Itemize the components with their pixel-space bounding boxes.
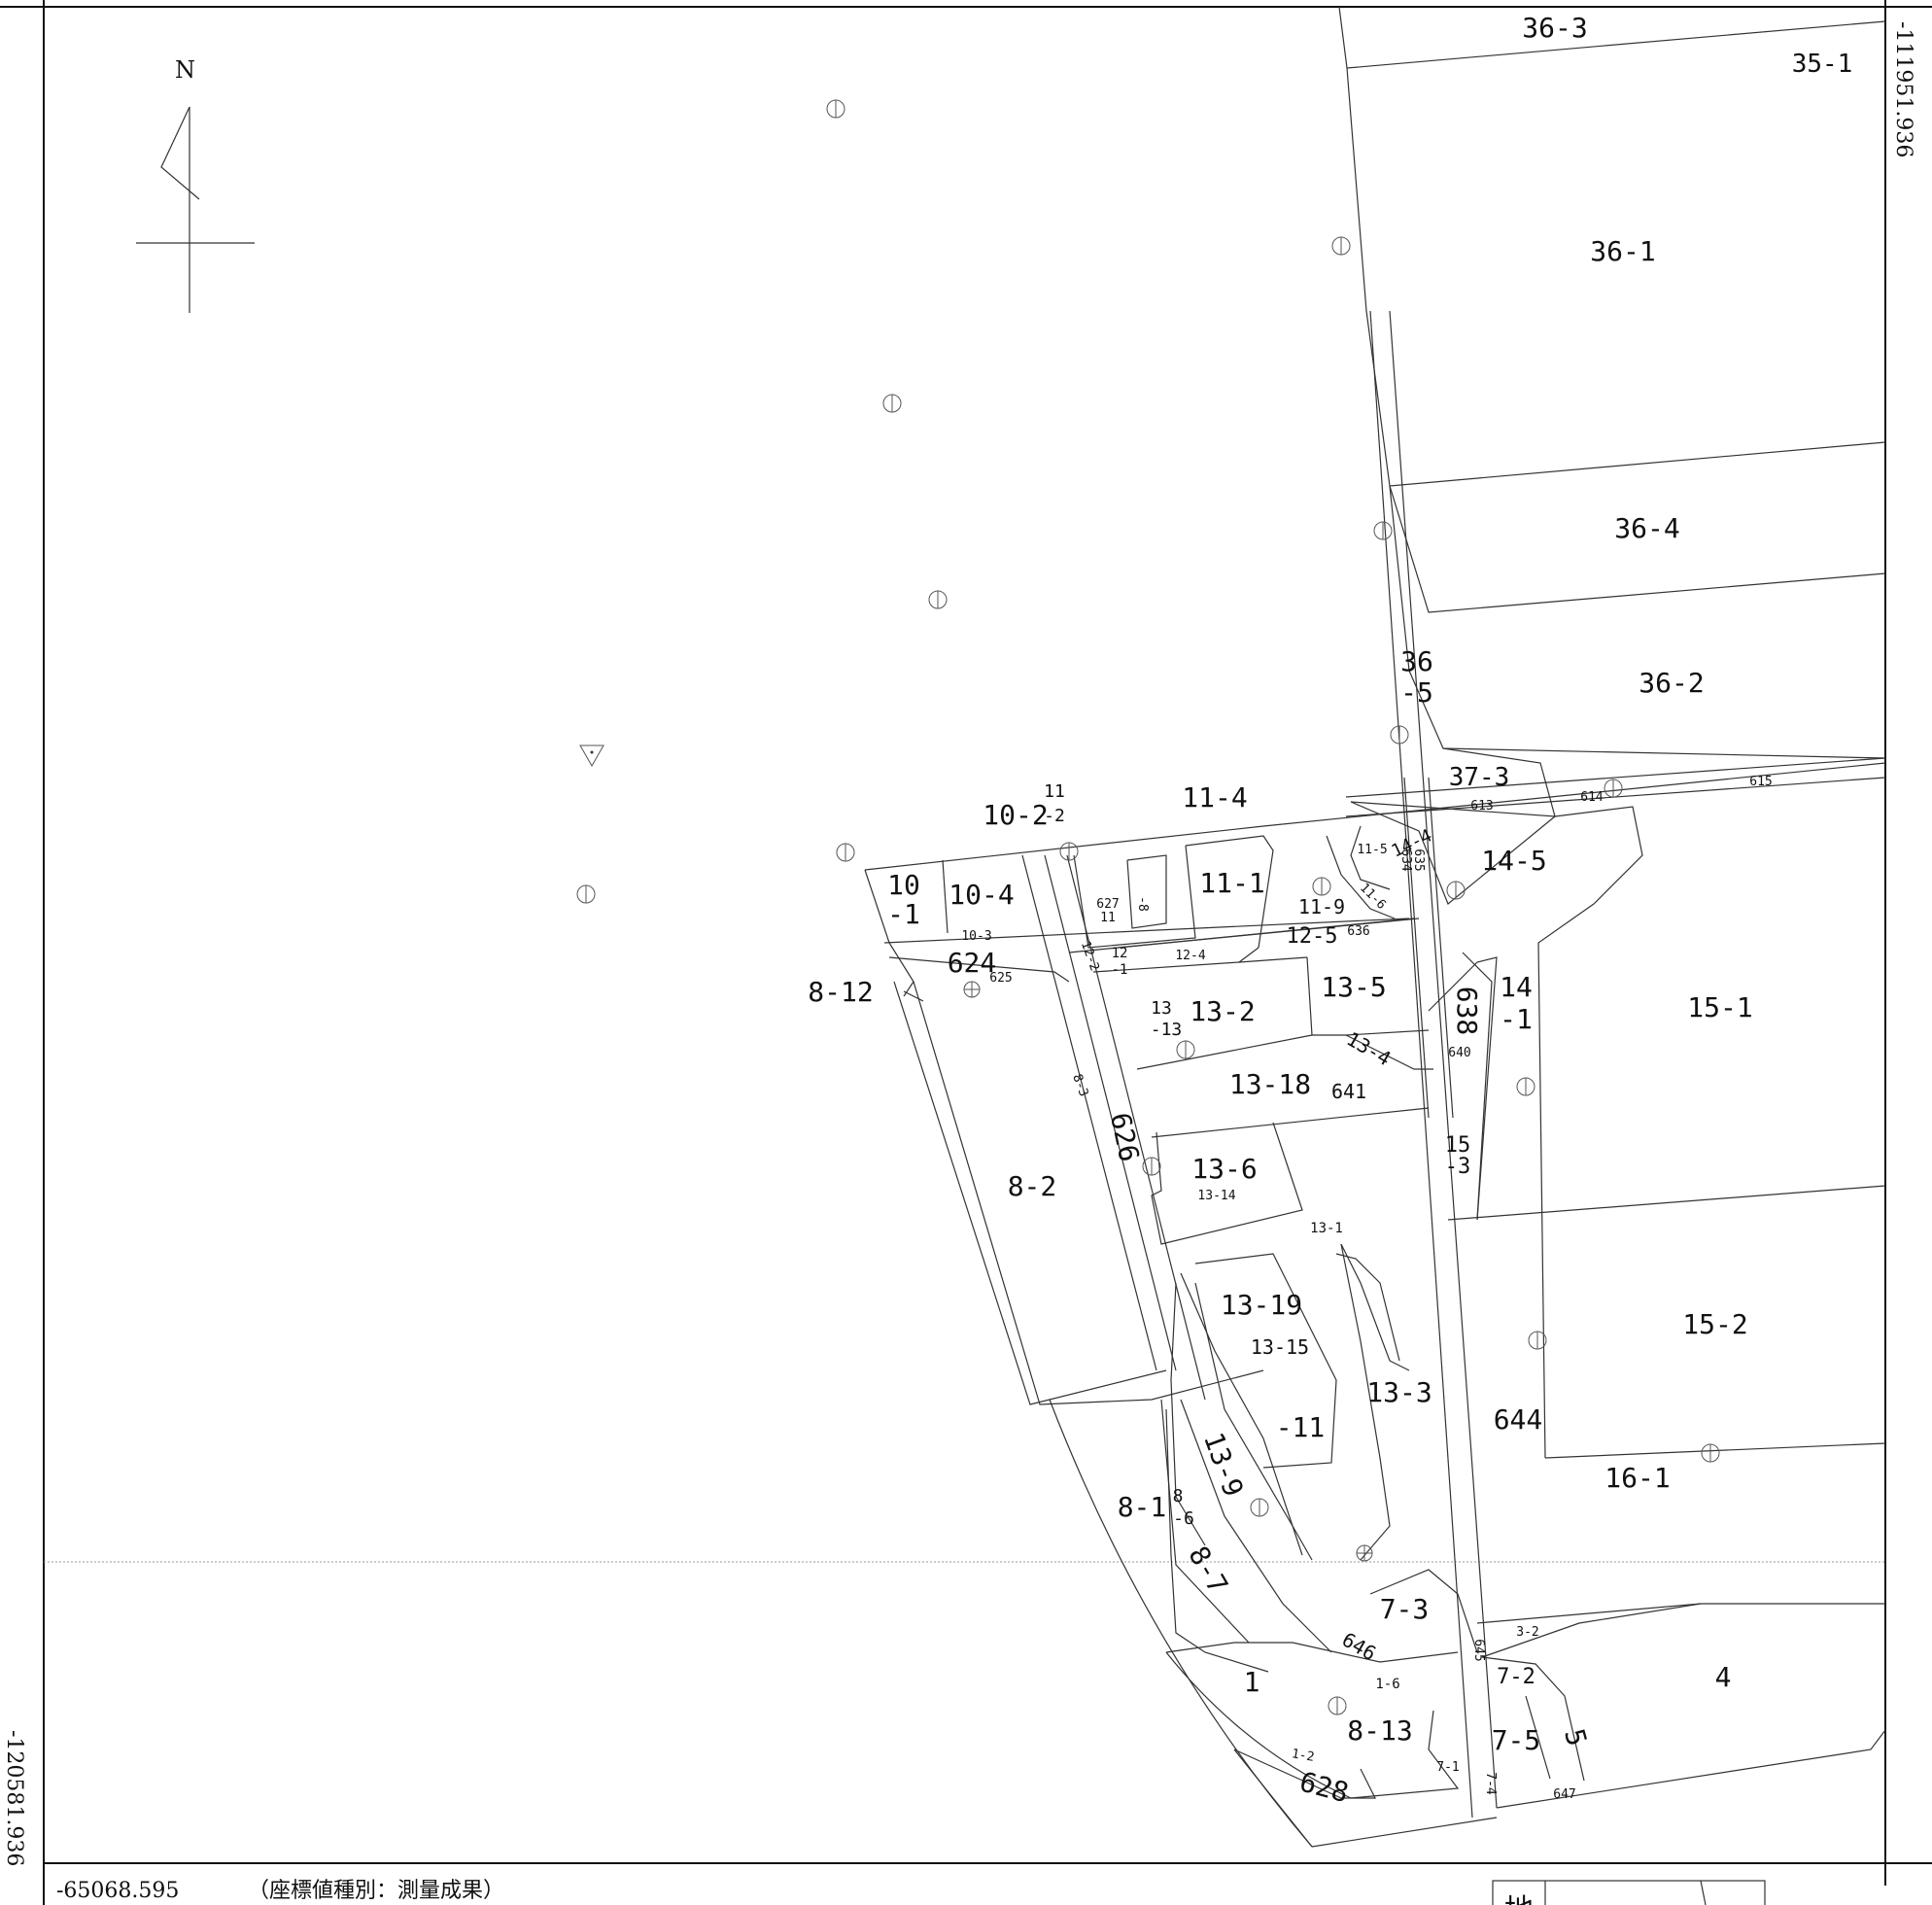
parcel-label: 11 (1100, 911, 1116, 925)
parcel-label: 7-2 (1497, 1665, 1535, 1689)
parcel-label: -3 (1445, 1155, 1471, 1179)
parcel-label: 7-3 (1380, 1593, 1430, 1625)
parcel-label: 11-5 (1357, 843, 1387, 857)
parcel-label: 624 (948, 947, 997, 979)
parcel-label: 36-4 (1614, 512, 1679, 544)
parcel-label: 640 (1448, 1046, 1470, 1060)
parcel-label: 1-2 (1291, 1747, 1316, 1765)
parcel-label: -13 (1151, 1020, 1183, 1040)
parcel-label: 625 (989, 971, 1012, 986)
parcel-label: 36-2 (1639, 667, 1704, 699)
parcel-label: 8-1 (1118, 1491, 1167, 1523)
parcel-labels: 36-335-136-136-436-5 36-237-361361461511-… (0, 0, 1852, 1809)
parcel-label: 636 (1347, 924, 1369, 939)
parcel-label: 7-4 (1483, 1772, 1498, 1795)
parcel-label: 10-4 (949, 879, 1014, 911)
parcel-label: 8 (1173, 1486, 1184, 1507)
coord-left: -120581.936 (2, 1730, 26, 1866)
parcel-label: 13-3 (1366, 1376, 1432, 1408)
parcel-label: 13-14 (1197, 1189, 1235, 1203)
parcel-label: 1 (1244, 1666, 1260, 1698)
parcel-boundaries (864, 6, 1886, 1848)
parcel-label: -8 (1135, 896, 1150, 912)
parcel-label: 13-2 (1190, 995, 1255, 1027)
parcel-label: 7-5 (1492, 1724, 1541, 1756)
parcel-label: 5 (1558, 1725, 1593, 1749)
parcel-label: -11 (1276, 1411, 1326, 1443)
parcel-label: 11-4 (1182, 781, 1247, 814)
parcel-label: 36-1 (1590, 235, 1655, 267)
parcel-label: -5 (1400, 676, 1433, 709)
parcel-label: 626 (1104, 1110, 1146, 1164)
parcel-label: 36 (1400, 645, 1433, 677)
parcel-label: 644 (1494, 1403, 1543, 1436)
parcel-label: 13 (1151, 998, 1172, 1019)
parcel-label: 15 (1445, 1133, 1471, 1158)
parcel-label: 627 (1096, 897, 1119, 912)
parcel-label: 36-3 (1522, 12, 1587, 44)
parcel-label: -1 (1500, 1003, 1533, 1035)
benchmark-markers (576, 99, 1720, 1715)
parcel-label: 641 (1331, 1080, 1366, 1103)
parcel-label: 7-1 (1436, 1760, 1459, 1775)
parcel-label: 37-3 (1449, 763, 1510, 792)
parcel-label: 615 (1749, 775, 1772, 789)
parcel-label: 4 (1715, 1661, 1732, 1693)
parcel-label: 13-15 (1251, 1335, 1309, 1359)
parcel-label: 35-1 (1792, 50, 1853, 79)
parcel-label: 13-18 (1229, 1068, 1311, 1100)
parcel-label: 12 (1112, 946, 1128, 961)
parcel-label: 12-5 (1287, 924, 1338, 949)
parcel-label: 628 (1296, 1765, 1352, 1809)
parcel-label: 1-6 (1375, 1677, 1399, 1692)
parcel-label: 645 (1471, 1639, 1486, 1661)
parcel-label: 3-2 (1516, 1625, 1538, 1640)
parcel-label: 8-2 (1008, 1170, 1057, 1202)
parcel-label: 638 (1451, 987, 1483, 1036)
parcel-label: 8-7 (1182, 1541, 1234, 1599)
parcel-label: 13-19 (1221, 1289, 1302, 1321)
parcel-label: 646 (1338, 1628, 1380, 1666)
parcel-label: 13-6 (1191, 1153, 1257, 1185)
north-arrow-icon (136, 106, 255, 313)
parcel-label: 11-9 (1298, 895, 1345, 918)
legend-char: 地 (1504, 1893, 1534, 1905)
parcel-label: 11 (1044, 781, 1065, 802)
parcel-label: 11-6 (1357, 881, 1389, 913)
parcel-label: 14 (1500, 971, 1533, 1003)
coord-type-label: （座標値種別：測量成果） (248, 1879, 504, 1903)
parcel-label: 8-13 (1347, 1714, 1412, 1747)
parcel-label: 635 (1411, 849, 1426, 871)
parcel-label: -1 (1112, 962, 1128, 978)
parcel-label: -6 (1173, 1508, 1194, 1529)
parcel-label: 614 (1580, 790, 1604, 805)
coord-bottom-left: -65068.595 (56, 1879, 179, 1903)
parcel-label: 13-1 (1310, 1221, 1343, 1236)
parcel-label: 15-1 (1687, 991, 1752, 1023)
parcel-label: 15-2 (1682, 1308, 1747, 1340)
coord-top-right: -111951.936 (1891, 21, 1915, 157)
north-label: N (175, 56, 195, 84)
parcel-label: -2 (1044, 806, 1065, 826)
parcel-label: 647 (1553, 1787, 1575, 1802)
parcel-label: 16-1 (1604, 1462, 1670, 1494)
parcel-label: 10-3 (961, 929, 991, 944)
parcel-label: 8-12 (808, 976, 873, 1008)
legend-box (1492, 1880, 1766, 1905)
parcel-label: 12-4 (1175, 949, 1205, 963)
parcel-label: 11-1 (1199, 867, 1264, 899)
parcel-label: 8-3 (1069, 1072, 1090, 1098)
parcel-label: 14-5 (1481, 845, 1546, 877)
parcel-label: -1 (887, 898, 920, 930)
parcel-label: 13-5 (1321, 971, 1386, 1003)
parcel-label: 10-2 (983, 799, 1048, 831)
parcel-label: 12-2 (1078, 940, 1102, 974)
parcel-label: -7 (0, 0, 8, 4)
parcel-label: 634 (1398, 849, 1413, 872)
parcel-label: 613 (1470, 799, 1493, 814)
parcel-label: 10 (887, 869, 920, 901)
